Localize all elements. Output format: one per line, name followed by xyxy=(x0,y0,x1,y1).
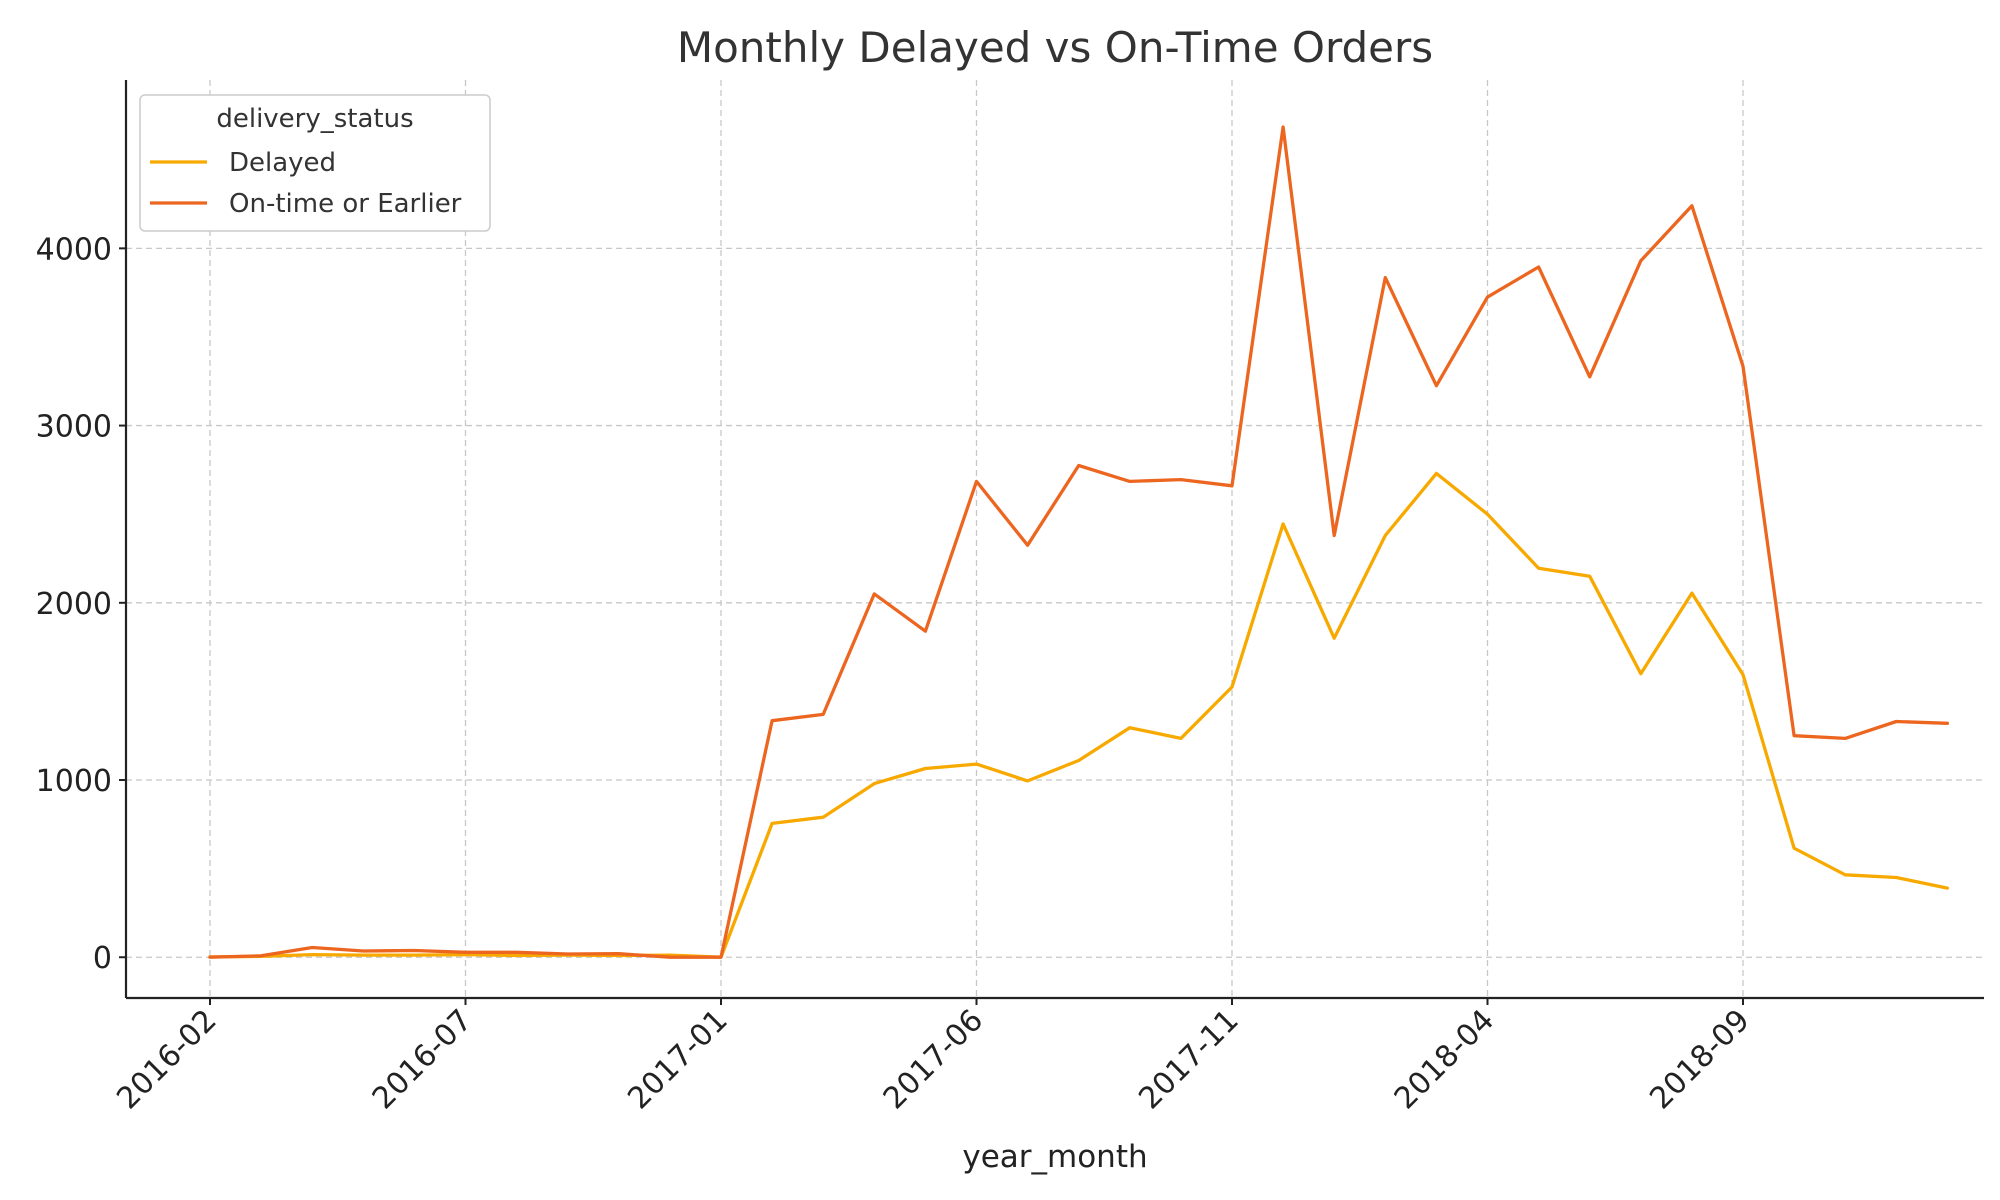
x-axis-label: year_month xyxy=(962,1139,1147,1175)
chart-title: Monthly Delayed vs On-Time Orders xyxy=(677,23,1433,72)
legend-box xyxy=(139,94,491,232)
grid xyxy=(126,80,1984,998)
legend-label: On-time or Earlier xyxy=(229,189,462,219)
legend-label: Delayed xyxy=(229,148,336,178)
legend-title: delivery_status xyxy=(216,104,413,134)
y-tick-label: 4000 xyxy=(36,232,112,267)
y-tick-label: 0 xyxy=(93,941,112,976)
y-tick-label: 3000 xyxy=(36,410,112,445)
y-tick-label: 1000 xyxy=(36,764,112,799)
axes xyxy=(124,80,1984,1000)
y-tick-label: 2000 xyxy=(36,587,112,622)
legend: delivery_status Delayed On-time or Earlie… xyxy=(139,94,491,232)
series-lines xyxy=(208,125,1950,959)
